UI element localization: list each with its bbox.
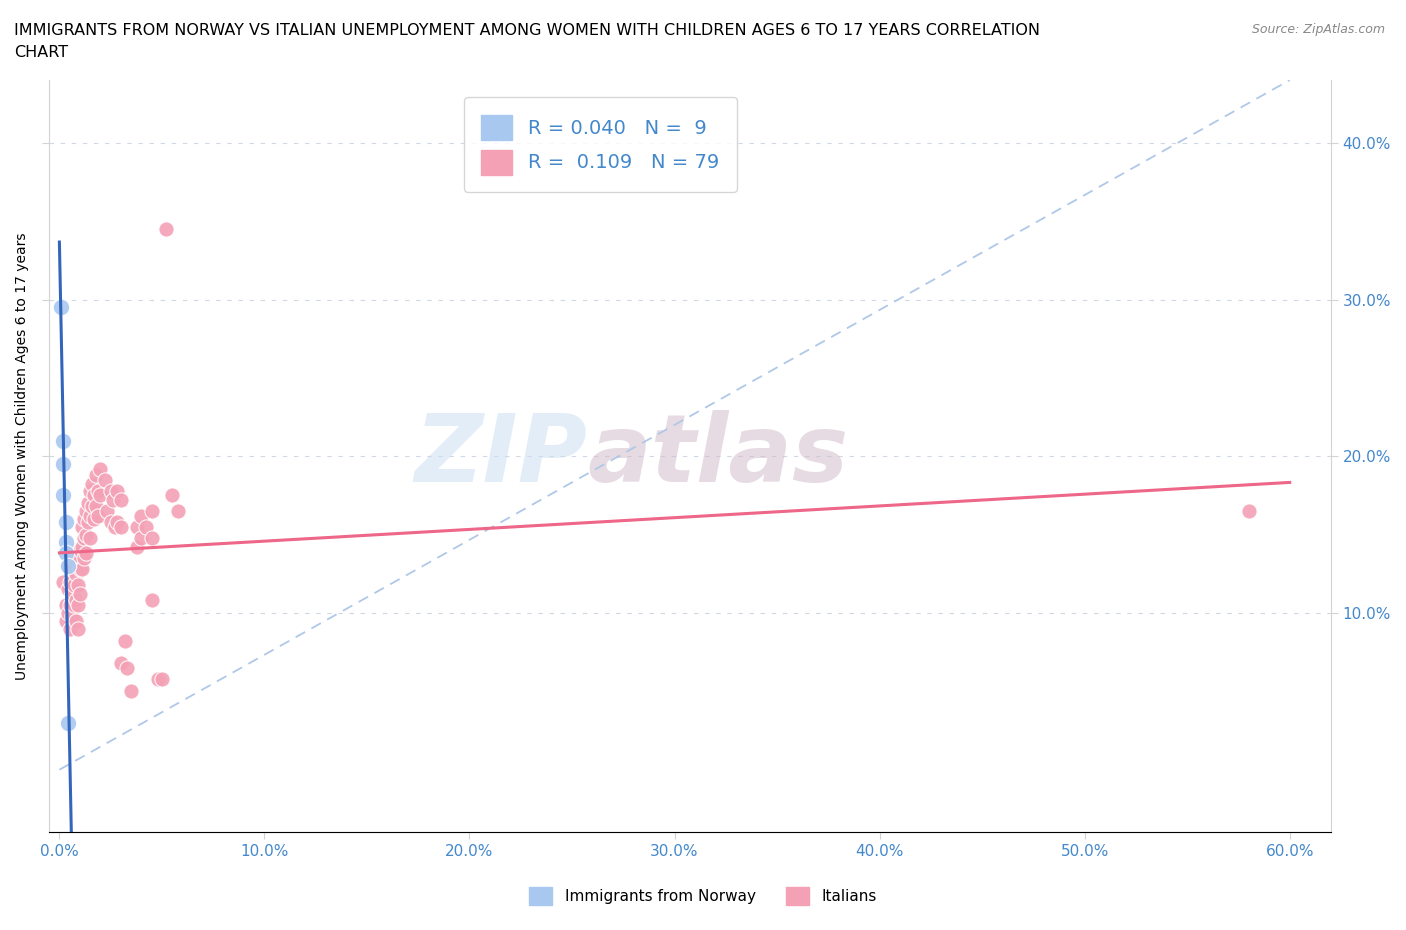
Point (110, 519, 132, 534)
Point (73, 551, 96, 565)
Point (84, 468, 107, 483)
Point (70, 539, 93, 554)
Point (65, 614, 87, 629)
Point (167, 504, 190, 519)
Point (75, 546, 97, 561)
Point (75, 527, 97, 542)
Point (79, 509, 101, 524)
Point (52, 574, 75, 589)
Point (60, 562, 83, 577)
Point (55, 546, 77, 561)
Point (83, 512, 105, 526)
Text: atlas: atlas (588, 410, 849, 502)
Point (56, 715, 79, 730)
Point (66, 551, 89, 565)
Point (66, 578, 89, 592)
Point (127, 519, 149, 534)
Point (70, 519, 93, 534)
Point (79, 484, 101, 498)
Point (73, 530, 96, 545)
Point (60, 608, 83, 623)
Point (59, 621, 82, 636)
Text: IMMIGRANTS FROM NORWAY VS ITALIAN UNEMPLOYMENT AMONG WOMEN WITH CHILDREN AGES 6 : IMMIGRANTS FROM NORWAY VS ITALIAN UNEMPL… (14, 23, 1040, 38)
Point (134, 519, 156, 534)
Text: Source: ZipAtlas.com: Source: ZipAtlas.com (1251, 23, 1385, 36)
Point (155, 221, 177, 236)
Point (100, 514, 122, 529)
Point (1237, 504, 1260, 519)
Point (141, 530, 163, 545)
Point (87, 509, 110, 524)
Point (75, 504, 97, 519)
Text: CHART: CHART (14, 45, 67, 60)
Point (55, 598, 77, 613)
Point (52, 457, 75, 472)
Point (77, 496, 100, 511)
Point (82, 499, 104, 514)
Point (110, 493, 132, 508)
Point (62, 578, 84, 592)
Point (66, 621, 89, 636)
Point (141, 504, 163, 519)
Point (150, 671, 173, 686)
Point (51, 299, 73, 314)
Point (82, 477, 104, 492)
Point (69, 587, 91, 602)
Point (56, 559, 79, 574)
Point (79, 530, 101, 545)
Text: ZIP: ZIP (415, 410, 588, 502)
Point (52, 488, 75, 503)
Point (69, 543, 91, 558)
Point (115, 660, 138, 675)
Point (83, 488, 105, 503)
Point (96, 504, 118, 519)
Point (110, 656, 132, 671)
Point (131, 530, 153, 545)
Point (56, 582, 79, 597)
Point (105, 484, 128, 498)
Point (105, 514, 128, 529)
Point (131, 509, 153, 524)
Point (52, 433, 75, 448)
Point (56, 605, 79, 620)
Point (120, 684, 142, 698)
Point (77, 514, 100, 529)
Point (69, 562, 91, 577)
Point (60, 587, 83, 602)
Point (127, 539, 149, 554)
Point (59, 574, 82, 589)
Point (141, 593, 163, 608)
Point (65, 593, 87, 608)
Point (146, 671, 169, 686)
Point (160, 488, 183, 503)
Point (73, 512, 96, 526)
Point (55, 514, 77, 529)
Point (70, 562, 93, 577)
Point (56, 559, 79, 574)
Point (55, 535, 77, 550)
Point (93, 472, 115, 487)
Point (62, 598, 84, 613)
Legend: Immigrants from Norway, Italians: Immigrants from Norway, Italians (522, 879, 884, 913)
Point (114, 633, 136, 648)
Point (59, 598, 82, 613)
Point (89, 461, 111, 476)
Point (89, 488, 111, 503)
Point (65, 543, 87, 558)
Point (65, 566, 87, 581)
Point (101, 493, 124, 508)
Legend: R = 0.040   N =  9, R =  0.109   N = 79: R = 0.040 N = 9, R = 0.109 N = 79 (464, 98, 737, 192)
Point (104, 519, 127, 534)
Point (62, 551, 84, 565)
Point (55, 614, 77, 629)
Point (66, 598, 89, 613)
Point (87, 484, 110, 498)
Point (100, 484, 122, 498)
Point (84, 499, 107, 514)
Y-axis label: Unemployment Among Women with Children Ages 6 to 17 years: Unemployment Among Women with Children A… (15, 232, 30, 680)
